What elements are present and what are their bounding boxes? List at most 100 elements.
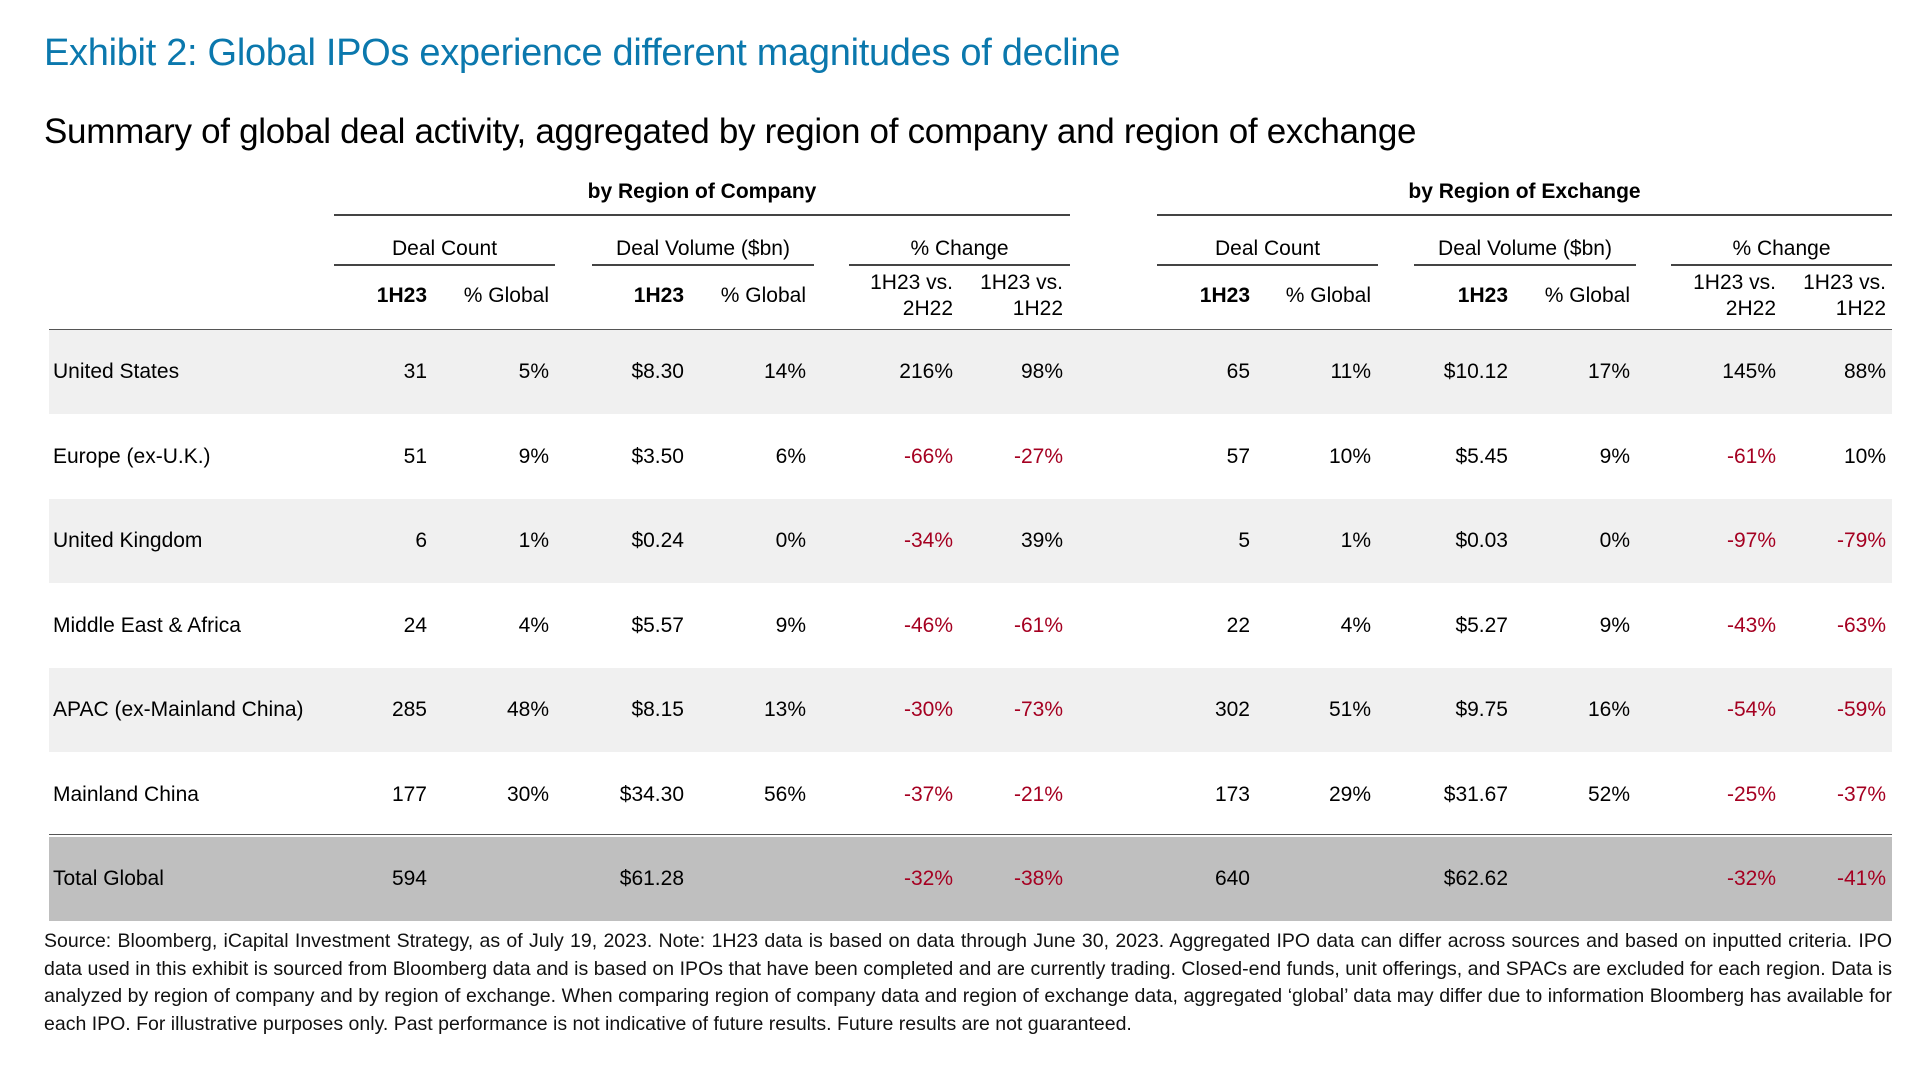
- company-change-vs-1h22: -27%: [1013, 444, 1063, 468]
- exchange-deal-count-pct-global: 11%: [1330, 360, 1371, 383]
- company-deal-volume-pct-global: 9%: [775, 613, 806, 637]
- exchange-change-vs-2h22: -43%: [1726, 613, 1776, 637]
- column-header-vs1h22: 1H23 vs. 1H22: [980, 271, 1063, 320]
- column-header-global: % Global: [463, 284, 549, 307]
- company-deal-count: 31: [403, 360, 427, 383]
- company-deal-volume-pct-global: 56%: [763, 782, 806, 806]
- exchange-change-vs-1h22: -63%: [1836, 613, 1886, 637]
- company-deal-volume-pct-global: 13%: [763, 698, 806, 721]
- row-label: United States: [53, 360, 180, 383]
- company-deal-count: 6: [415, 529, 427, 552]
- exchange-change-vs-1h22: 88%: [1843, 360, 1886, 383]
- company-deal-count: 177: [391, 782, 427, 806]
- table-row: Europe (ex-U.K.) 51 9% $3.50 6% -66% -27% 57 10%…: [49, 415, 1892, 499]
- divider: [334, 214, 1070, 216]
- row-label: Europe (ex-U.K.): [53, 444, 211, 468]
- exchange-deal-volume-pct-global: 9%: [1599, 613, 1630, 637]
- table-row: United States 31 5% $8.30 14% 216% 98% 65 11% $10…: [49, 330, 1892, 414]
- exchange-change-vs-1h22: -37%: [1836, 782, 1886, 806]
- divider: [1157, 264, 1378, 266]
- exchange-change-vs-1h22: 10%: [1843, 444, 1886, 468]
- exchange-deal-volume-pct-global: 17%: [1587, 360, 1630, 383]
- exchange-change-vs-2h22: -97%: [1726, 529, 1776, 552]
- company-deal-count-pct-global: 1%: [518, 529, 549, 552]
- exchange-deal-volume: $62.62: [1443, 867, 1508, 890]
- exchange-deal-volume: $10.12: [1443, 360, 1508, 383]
- divider: [334, 264, 555, 266]
- exchange-change-vs-2h22: 145%: [1722, 360, 1776, 383]
- row-label: APAC (ex-Mainland China): [53, 698, 304, 721]
- column-header-h1: 1H23: [633, 284, 684, 307]
- divider: [1414, 264, 1636, 266]
- company-change-vs-2h22: -32%: [903, 867, 953, 890]
- exchange-change-vs-1h22: -41%: [1836, 867, 1886, 890]
- divider: [849, 264, 1070, 266]
- exchange-deal-count: 640: [1214, 867, 1250, 890]
- exchange-deal-volume: $9.75: [1455, 698, 1508, 721]
- exchange-deal-count-pct-global: 51%: [1328, 698, 1371, 721]
- exchange-change-vs-1h22: -59%: [1836, 698, 1886, 721]
- exchange-deal-volume: $5.45: [1455, 444, 1508, 468]
- company-deal-volume-pct-global: 14%: [763, 360, 806, 383]
- subheader-pct-change: % Change: [910, 237, 1009, 260]
- total-divider: [49, 834, 1892, 835]
- column-header-global: % Global: [1285, 284, 1371, 307]
- exchange-deal-count: 302: [1214, 698, 1250, 721]
- subheader-deal-volume: Deal Volume ($bn): [616, 237, 790, 260]
- column-header-global: % Global: [1544, 284, 1630, 307]
- company-change-vs-1h22: -61%: [1013, 613, 1063, 637]
- exchange-deal-count: 57: [1226, 444, 1250, 468]
- exchange-deal-volume-pct-global: 0%: [1599, 529, 1630, 552]
- company-change-vs-1h22: 98%: [1020, 360, 1063, 383]
- group-header-company: by Region of Company: [587, 180, 817, 203]
- exchange-deal-count: 65: [1226, 360, 1250, 383]
- company-deal-volume: $61.28: [619, 867, 684, 890]
- divider: [1157, 214, 1892, 216]
- table-row: APAC (ex-Mainland China) 285 48% $8.15 13% -3…: [49, 668, 1892, 752]
- exchange-change-vs-2h22: -25%: [1726, 782, 1776, 806]
- footnote: Source: Bloomberg, iCapital Investment S…: [44, 930, 1892, 1035]
- exchange-deal-count: 173: [1214, 782, 1250, 806]
- table-row: Mainland China 177 30% $34.30 56% -37% -21% 173…: [49, 753, 1892, 837]
- company-deal-count: 51: [403, 444, 427, 468]
- company-deal-volume: $8.15: [631, 698, 684, 721]
- row-label: United Kingdom: [53, 529, 203, 552]
- subheader-deal-count: Deal Count: [391, 237, 498, 260]
- subheader-pct-change: % Change: [1732, 237, 1831, 260]
- company-deal-volume: $3.50: [631, 444, 684, 468]
- exchange-deal-count-pct-global: 4%: [1340, 613, 1371, 637]
- exchange-change-vs-2h22: -61%: [1726, 444, 1776, 468]
- column-header-vs2h22: 1H23 vs. 2H22: [1693, 271, 1776, 320]
- company-change-vs-1h22: 39%: [1020, 529, 1063, 552]
- row-label: Total Global: [53, 867, 164, 890]
- company-deal-count: 24: [403, 613, 427, 637]
- company-deal-count-pct-global: 48%: [506, 698, 549, 721]
- exchange-deal-volume-pct-global: 9%: [1599, 444, 1630, 468]
- exchange-change-vs-2h22: -32%: [1726, 867, 1776, 890]
- company-deal-count: 285: [391, 698, 427, 721]
- exchange-deal-volume: $31.67: [1443, 782, 1508, 806]
- exhibit-subtitle: Summary of global deal activity, aggrega…: [44, 112, 1417, 151]
- company-change-vs-1h22: -21%: [1013, 782, 1063, 806]
- exchange-deal-volume-pct-global: 52%: [1587, 782, 1630, 806]
- column-header-h1: 1H23: [1457, 284, 1508, 307]
- company-deal-count-pct-global: 9%: [518, 444, 549, 468]
- company-change-vs-2h22: -37%: [903, 782, 953, 806]
- exchange-change-vs-1h22: -79%: [1836, 529, 1886, 552]
- exchange-deal-count: 5: [1238, 529, 1250, 552]
- subheader-deal-count: Deal Count: [1214, 237, 1321, 260]
- company-deal-volume-pct-global: 0%: [775, 529, 806, 552]
- total-row: Total Global 594 $61.28 -32% -38% 640 $62.62 -3…: [49, 837, 1892, 921]
- company-deal-volume: $0.24: [631, 529, 684, 552]
- row-label: Mainland China: [53, 782, 199, 806]
- column-header-vs2h22: 1H23 vs. 2H22: [870, 271, 953, 320]
- exchange-deal-count: 22: [1226, 613, 1250, 637]
- company-change-vs-1h22: -73%: [1013, 698, 1063, 721]
- company-deal-count: 594: [391, 867, 427, 890]
- column-header-h1: 1H23: [376, 284, 427, 307]
- company-deal-volume: $8.30: [631, 360, 684, 383]
- company-change-vs-2h22: -34%: [903, 529, 953, 552]
- exchange-deal-count-pct-global: 10%: [1328, 444, 1371, 468]
- company-change-vs-2h22: -30%: [903, 698, 953, 721]
- company-deal-count-pct-global: 5%: [518, 360, 549, 383]
